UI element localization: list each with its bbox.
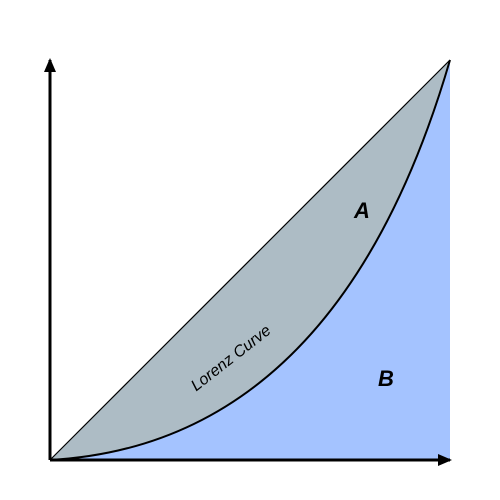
y-axis-arrow-icon — [44, 58, 56, 72]
region-b-label: B — [378, 366, 394, 391]
region-a-label: A — [353, 198, 370, 223]
lorenz-chart: ABLorenz Curve — [0, 0, 500, 500]
